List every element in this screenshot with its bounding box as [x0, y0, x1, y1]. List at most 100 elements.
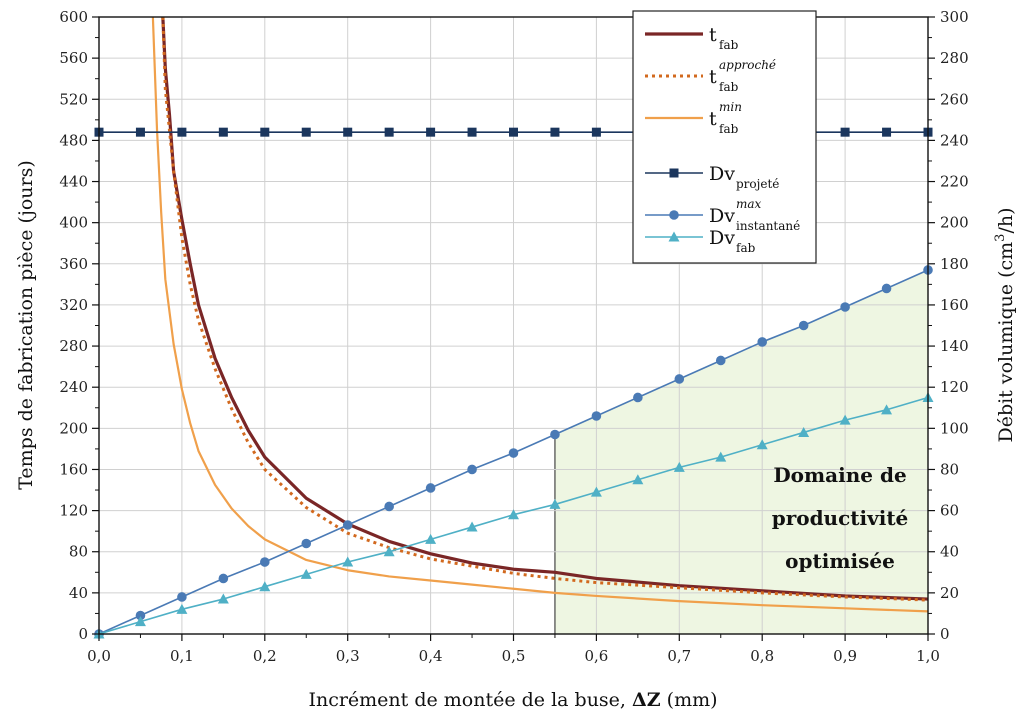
data-point-dv-fab	[466, 521, 478, 532]
data-point-dv-fab	[134, 616, 146, 627]
data-point-dv-fab	[673, 461, 685, 472]
legend-label-sup: approché	[719, 58, 776, 72]
x-tick-label: 0,3	[336, 647, 360, 665]
legend-item-dv-fab: Dv fab	[645, 227, 756, 255]
x-axis-title-text: Incrément de montée de la buse,	[308, 689, 632, 711]
legend-item-t-fab: t fab	[645, 24, 739, 52]
y-tick-label: 80	[69, 543, 88, 561]
data-point-dv-instantane-max	[798, 320, 809, 331]
legend-item-t-fab-min: t fab min	[645, 100, 742, 136]
data-point-dv-fab	[756, 439, 768, 450]
legend-label-name: Dv	[709, 163, 735, 185]
data-point-dv-projete	[177, 127, 187, 137]
y-tick-label: 200	[59, 419, 88, 437]
data-point-dv-projete	[343, 127, 353, 137]
y2-tick-label: 220	[940, 173, 969, 191]
x-tick-label: 0,1	[170, 647, 194, 665]
y-tick-label: 600	[59, 8, 88, 26]
data-point-dv-instantane-max	[467, 464, 477, 475]
legend-item-dv-instantane-max: Dv instantané max	[645, 197, 800, 233]
y2-tick-label: 200	[940, 214, 969, 232]
y-tick-label: 320	[59, 296, 88, 314]
y-tick-label: 120	[59, 502, 88, 520]
y-tick-label: 440	[59, 173, 88, 191]
data-point-dv-instantane-max	[425, 483, 436, 493]
data-point-dv-projete	[840, 127, 850, 137]
data-point-dv-fab	[508, 509, 519, 520]
y-tick-label: 160	[59, 460, 88, 478]
y2-tick-label: 160	[940, 296, 969, 314]
data-point-dv-fab	[425, 533, 437, 544]
legend-label-name: t	[709, 66, 717, 88]
legend-label-dv-fab: Dv	[709, 227, 735, 249]
series-t-fab	[161, 16, 929, 601]
x-axis-title: Incrément de montée de la buse, ΔZ (mm)	[308, 689, 717, 711]
data-point-dv-projete	[260, 127, 270, 137]
data-point-dv-instantane-max	[715, 355, 726, 366]
legend-label-sub: projeté	[736, 177, 779, 191]
data-point-dv-projete	[591, 127, 601, 137]
legend-label-t-fab: t	[709, 24, 717, 46]
y2-axis-title-pre: Débit volumique (cm	[995, 242, 1017, 443]
x-tick-label: 1,0	[916, 647, 940, 665]
x-axis-title-symbol: ΔZ	[632, 689, 661, 711]
data-point-dv-instantane-max	[881, 283, 892, 294]
legend-marker-dv-instantane-max	[669, 210, 679, 220]
data-point-dv-fab	[259, 581, 271, 592]
legend-label-sub: fab	[719, 38, 739, 52]
y-axis-title: Temps de fabrication pièce (jours)	[15, 160, 37, 490]
legend-label-sup: min	[719, 100, 742, 114]
legend-label-name: t	[709, 108, 717, 130]
y2-tick-label: 300	[940, 8, 969, 26]
x-tick-label: 0,2	[253, 647, 277, 665]
x-tick-label: 0,7	[667, 647, 691, 665]
y2-tick-label: 60	[940, 502, 959, 520]
data-point-dv-instantane-max	[633, 392, 643, 403]
y2-tick-label: 180	[940, 255, 969, 273]
x-tick-label: 0,5	[502, 647, 526, 665]
x-tick-label: 0,6	[584, 647, 608, 665]
y2-tick-label: 280	[940, 49, 969, 67]
y2-tick-label: 80	[940, 460, 959, 478]
region-label-line-1: Domaine de	[773, 463, 906, 487]
y2-tick-label: 40	[940, 543, 959, 561]
data-point-dv-projete	[301, 127, 311, 137]
data-point-dv-fab	[632, 474, 644, 485]
y2-tick-label: 240	[940, 131, 969, 149]
data-point-dv-instantane-max	[301, 538, 312, 549]
data-point-dv-fab	[839, 414, 851, 425]
y2-axis-title: Débit volumique (cm3/h)	[993, 207, 1017, 442]
data-point-dv-fab	[176, 603, 188, 614]
data-point-dv-instantane-max	[840, 302, 850, 312]
x-axis-title-unit: (mm)	[661, 689, 718, 711]
y2-tick-label: 120	[940, 378, 969, 396]
legend-label-dv-instantane-max: Dv	[709, 205, 735, 227]
x-tick-label: 0,4	[419, 647, 443, 665]
legend-label-sub: instantané	[736, 219, 800, 233]
y2-tick-label: 100	[940, 419, 969, 437]
x-tick-label: 0,8	[750, 647, 774, 665]
y2-axis-title-sup: 3	[993, 234, 1008, 242]
data-point-dv-projete	[882, 127, 892, 137]
data-point-dv-instantane-max	[218, 573, 229, 584]
data-point-dv-fab	[300, 568, 312, 579]
legend-label-sup: max	[736, 197, 762, 211]
data-point-dv-fab	[383, 546, 395, 557]
legend-label-t-fab-approche: t	[709, 66, 717, 88]
data-point-dv-instantane-max	[342, 520, 353, 530]
legend-item-t-fab-approche: t fab approché	[645, 58, 776, 94]
data-point-dv-projete	[218, 127, 228, 137]
y-tick-label: 480	[59, 131, 88, 149]
data-point-dv-instantane-max	[757, 337, 767, 347]
legend-item-dv-projete: Dv projeté	[645, 163, 779, 191]
data-point-dv-projete	[467, 127, 477, 137]
y2-tick-label: 260	[940, 90, 969, 108]
legend-label-name: Dv	[709, 227, 735, 249]
series-line-t-fab	[161, 16, 929, 601]
region-fill	[554, 269, 928, 634]
data-point-dv-fab	[590, 486, 602, 497]
legend-marker-dv-projete	[669, 168, 679, 178]
data-point-dv-instantane-max	[384, 501, 394, 512]
